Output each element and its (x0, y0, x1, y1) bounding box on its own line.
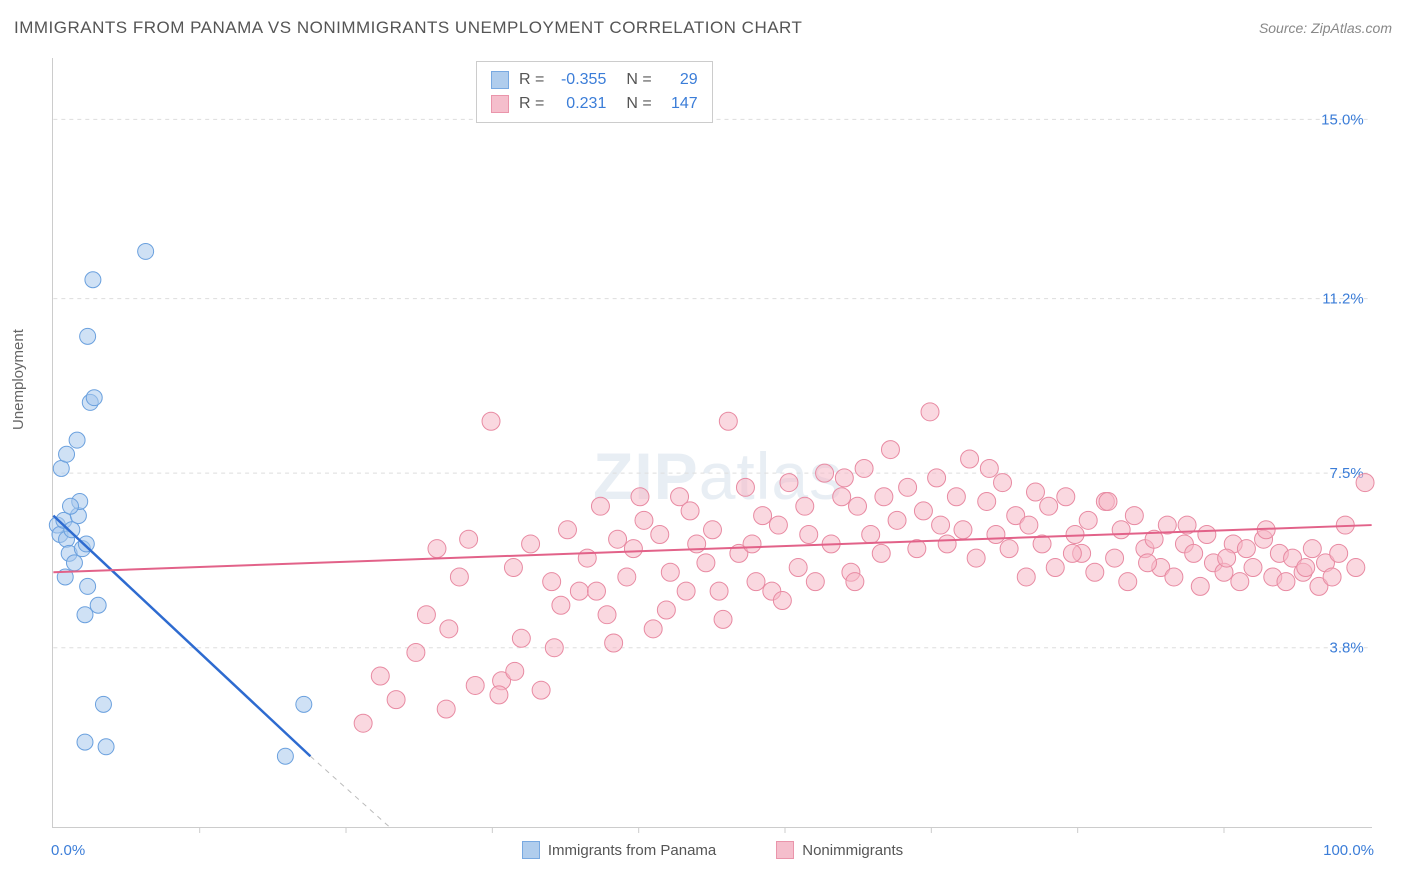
legend-label-immigrants: Immigrants from Panama (548, 842, 716, 859)
plot-area: ZIPatlas 3.8%7.5%11.2%15.0% R = -0.355 N… (52, 58, 1372, 828)
r-label: R = (519, 92, 544, 116)
r-label: R = (519, 68, 544, 92)
correlation-legend: R = -0.355 N = 29 R = 0.231 N = 147 (476, 61, 713, 123)
legend-item-nonimmigrants: Nonimmigrants (776, 841, 903, 859)
y-axis-label: Unemployment (10, 329, 27, 430)
legend-label-nonimmigrants: Nonimmigrants (802, 842, 903, 859)
x-tick-max: 100.0% (1323, 842, 1374, 859)
chart-title: IMMIGRANTS FROM PANAMA VS NONIMMIGRANTS … (14, 18, 802, 38)
n-label: N = (626, 68, 651, 92)
trend-layer (53, 58, 1372, 827)
swatch-immigrants-icon (522, 841, 540, 859)
legend-item-immigrants: Immigrants from Panama (522, 841, 716, 859)
series-legend: Immigrants from Panama Nonimmigrants (53, 841, 1372, 859)
n-value-nonimmigrants: 147 (662, 92, 698, 116)
legend-row-immigrants: R = -0.355 N = 29 (491, 68, 698, 92)
legend-row-nonimmigrants: R = 0.231 N = 147 (491, 92, 698, 116)
swatch-nonimmigrants-icon (776, 841, 794, 859)
x-tick-min: 0.0% (51, 842, 85, 859)
swatch-nonimmigrants (491, 95, 509, 113)
n-value-immigrants: 29 (662, 68, 698, 92)
swatch-immigrants (491, 71, 509, 89)
source-label: Source: ZipAtlas.com (1259, 20, 1392, 36)
n-label: N = (626, 92, 651, 116)
r-value-nonimmigrants: 0.231 (554, 92, 606, 116)
r-value-immigrants: -0.355 (554, 68, 606, 92)
